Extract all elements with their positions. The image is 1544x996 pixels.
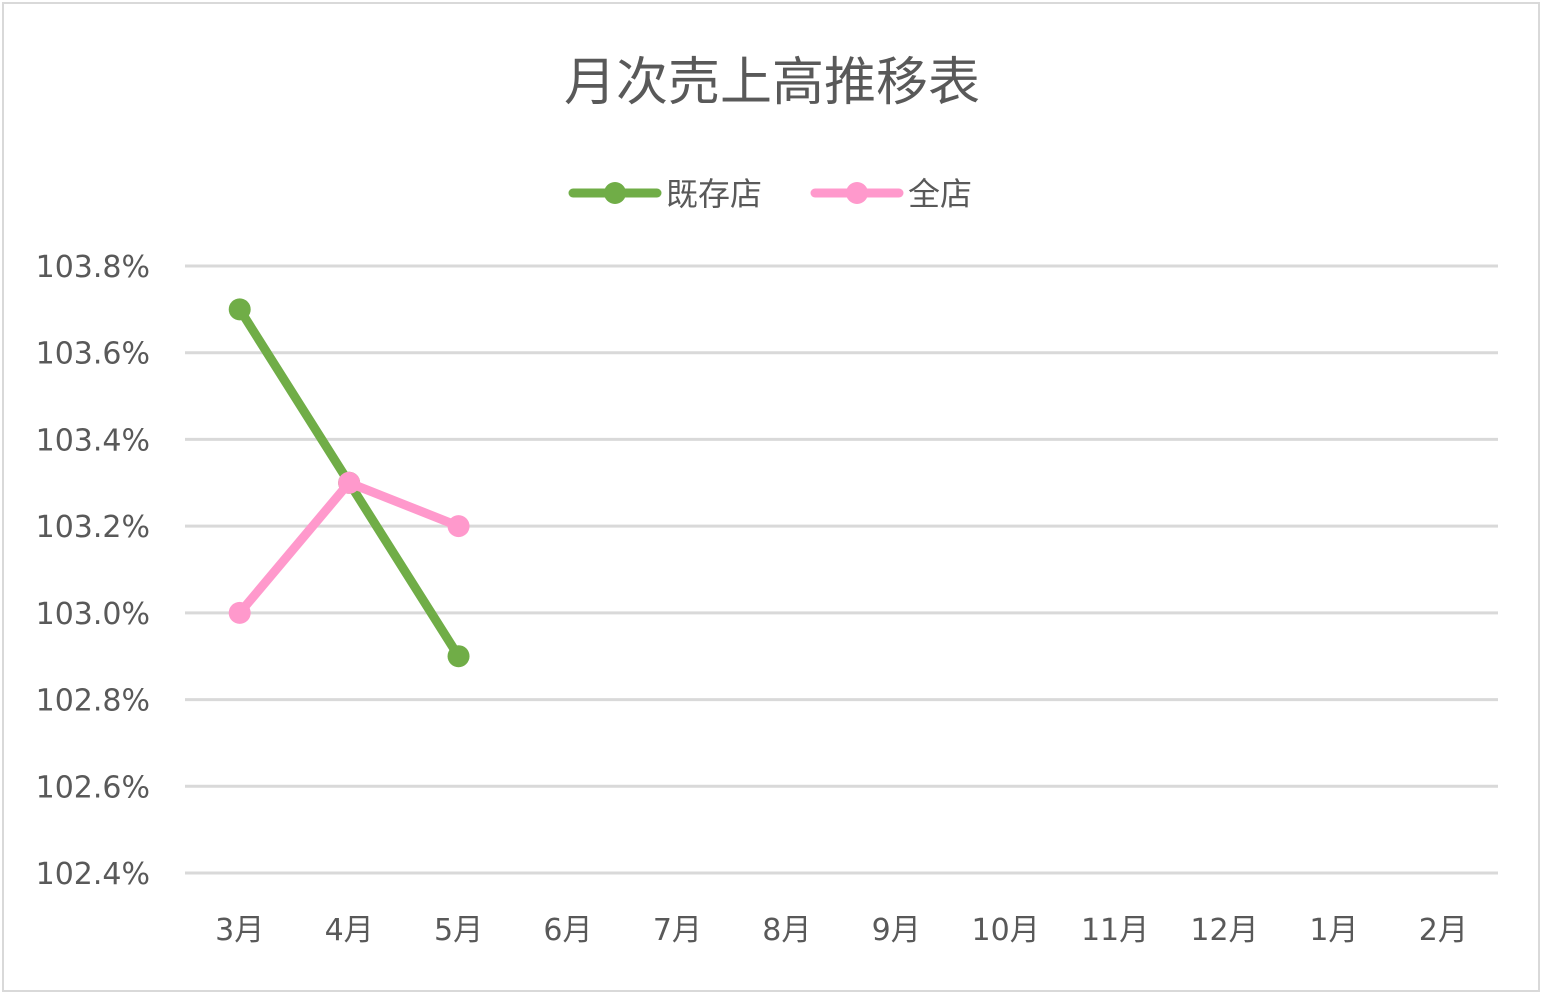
x-tick-label: 7月 <box>653 913 702 948</box>
x-tick-label: 12月 <box>1190 913 1258 948</box>
y-axis: 102.4% 102.6% 102.8% 103.0% 103.2% 103.4% 103.… <box>36 250 150 892</box>
x-tick-label: 11月 <box>1081 913 1149 948</box>
x-tick-label: 10月 <box>972 913 1040 948</box>
gridlines <box>185 264 1498 875</box>
data-point <box>447 515 470 538</box>
x-tick-label: 9月 <box>872 913 921 948</box>
y-tick-label: 103.8% <box>36 250 150 285</box>
x-tick-label: 4月 <box>325 913 374 948</box>
legend-marker <box>846 182 868 204</box>
data-point <box>447 645 470 668</box>
legend: 既存店 全店 <box>568 175 972 213</box>
y-tick-label: 102.4% <box>36 857 150 892</box>
legend-item: 既存店 <box>568 175 762 213</box>
data-point <box>228 601 251 624</box>
y-tick-label: 102.8% <box>36 684 150 719</box>
chart-title: 月次売上高推移表 <box>564 53 980 113</box>
legend-marker <box>604 182 626 204</box>
series-line <box>235 478 464 618</box>
legend-label: 全店 <box>908 175 972 213</box>
x-tick-label: 5月 <box>434 913 483 948</box>
x-tick-label: 6月 <box>543 913 592 948</box>
legend-item: 全店 <box>810 175 972 213</box>
y-tick-label: 103.0% <box>36 597 150 632</box>
series-layer <box>228 298 470 668</box>
x-tick-label: 3月 <box>215 913 264 948</box>
x-axis: 3月 4月 5月 6月 7月 8月 9月 10月 11月 12月 1月 2月 <box>215 913 1468 948</box>
legend-label: 既存店 <box>666 175 762 213</box>
y-tick-label: 102.6% <box>36 770 150 805</box>
data-point <box>228 298 251 321</box>
x-tick-label: 8月 <box>762 913 811 948</box>
y-tick-label: 103.6% <box>36 337 150 372</box>
data-point <box>338 471 361 494</box>
x-tick-label: 2月 <box>1419 913 1468 948</box>
x-tick-label: 1月 <box>1309 913 1358 948</box>
y-tick-label: 103.4% <box>36 423 150 458</box>
series-2 <box>228 471 470 624</box>
y-tick-label: 103.2% <box>36 510 150 545</box>
